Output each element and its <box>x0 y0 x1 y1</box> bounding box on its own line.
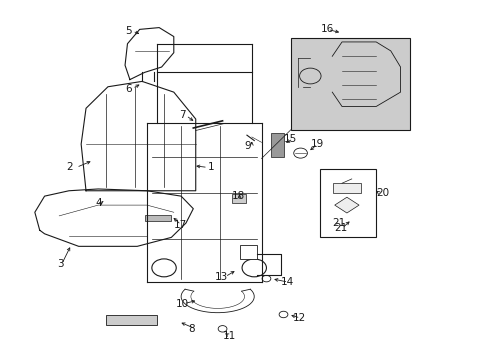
Text: 3: 3 <box>57 259 63 269</box>
Bar <box>239 244 256 259</box>
Text: 14: 14 <box>281 277 294 287</box>
Text: 7: 7 <box>178 111 185 121</box>
Text: 13: 13 <box>215 272 228 282</box>
Bar <box>332 183 360 193</box>
Text: 15: 15 <box>283 134 296 144</box>
Text: 21: 21 <box>331 219 345 228</box>
Bar <box>105 315 157 325</box>
Text: 20: 20 <box>375 188 388 198</box>
Text: 8: 8 <box>188 324 195 334</box>
Text: 6: 6 <box>125 84 131 94</box>
Text: 12: 12 <box>293 313 306 323</box>
Text: 16: 16 <box>320 24 333 35</box>
Text: 10: 10 <box>176 299 189 309</box>
Bar <box>290 39 409 130</box>
Text: 19: 19 <box>310 139 323 149</box>
Text: 21: 21 <box>334 224 347 233</box>
Bar <box>232 194 245 203</box>
Bar <box>271 134 283 157</box>
Bar <box>320 169 375 237</box>
Text: 2: 2 <box>66 162 73 172</box>
Text: 11: 11 <box>222 331 235 341</box>
Bar <box>144 215 171 221</box>
Text: 18: 18 <box>232 191 245 201</box>
Text: 5: 5 <box>125 26 131 36</box>
Text: 17: 17 <box>173 220 187 230</box>
Text: 1: 1 <box>207 162 214 172</box>
Polygon shape <box>334 197 358 213</box>
Text: 4: 4 <box>96 198 102 208</box>
Text: 9: 9 <box>244 141 251 151</box>
